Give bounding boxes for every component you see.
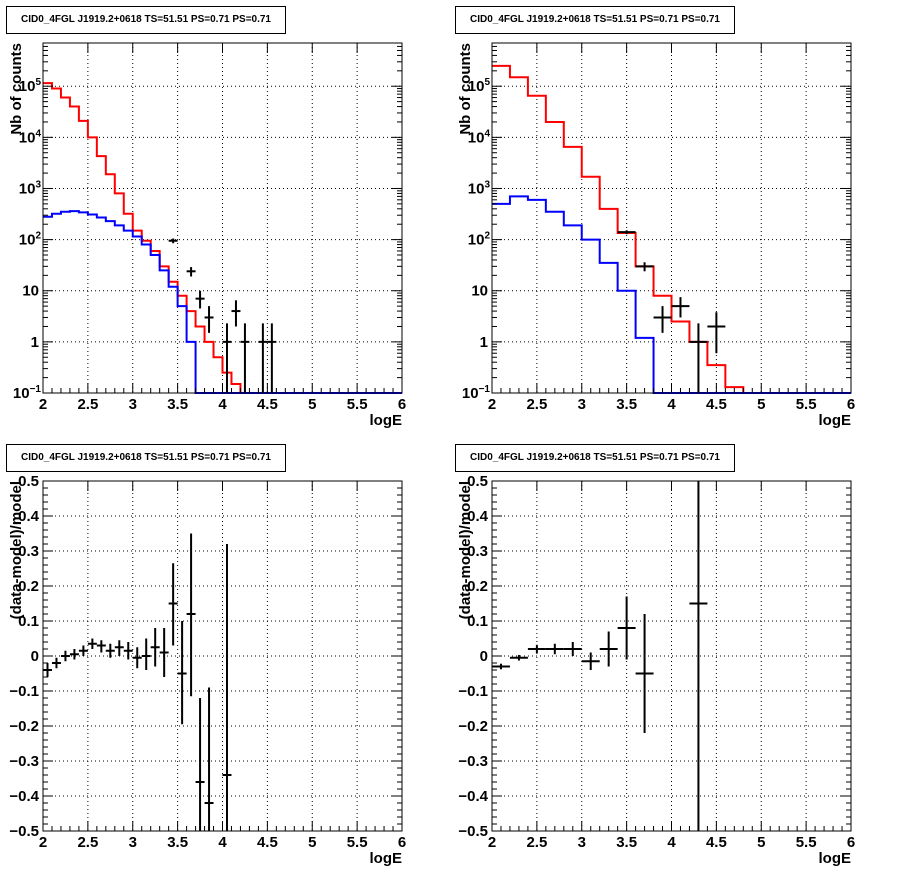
chart-svg: 2 2.5 3 3.5 4 4.5 5 5.5 6 10−1 1 10 102 103 104 105 logE… — [8, 42, 406, 429]
y-tick-label: 105 — [19, 77, 42, 95]
y-tick-label: −0.2 — [458, 718, 488, 735]
x-tick-label: 4.5 — [706, 834, 727, 851]
x-tick-label: 6 — [847, 834, 855, 851]
y-axis-title: (data-model)/model — [8, 481, 25, 619]
y-axis-title: Nb of counts — [8, 43, 25, 135]
x-tick-label: 5.5 — [347, 834, 368, 851]
x-axis-title: logE — [370, 850, 403, 867]
x-tick-label: 3 — [129, 396, 137, 413]
x-tick-label: 4.5 — [706, 396, 727, 413]
y-tick-label: −0.1 — [458, 683, 488, 700]
x-tick-label: 2 — [488, 834, 496, 851]
x-tick-label: 3.5 — [167, 396, 188, 413]
x-tick-label: 2 — [39, 834, 47, 851]
x-tick-label: 3 — [578, 396, 586, 413]
x-tick-label: 3 — [578, 834, 586, 851]
x-tick-label: 6 — [398, 396, 406, 413]
y-tick-label: −0.5 — [458, 823, 488, 840]
x-axis-title: logE — [819, 412, 852, 429]
y-axis-title: (data-model)/model — [457, 481, 474, 619]
x-tick-label: 4 — [667, 834, 676, 851]
y-tick-label: 103 — [19, 179, 42, 197]
y-tick-label: 0.2 — [467, 578, 488, 595]
x-axis-title: logE — [819, 850, 852, 867]
y-tick-label: 10−1 — [13, 384, 42, 402]
x-tick-label: 3.5 — [616, 396, 637, 413]
x-tick-label: 4.5 — [257, 396, 278, 413]
y-tick-label: 102 — [19, 231, 42, 249]
chart-svg: 2 2.5 3 3.5 4 4.5 5 5.5 6 −0.5 −0.4 −0.3 −0.2 −0.1 0 0.… — [8, 473, 406, 867]
chart-panel-top-left: CID0_4FGL J1919.2+0618 TS=51.51 PS=0.71 … — [0, 0, 449, 437]
y-tick-label: 105 — [468, 77, 491, 95]
chart-panel-top-right: CID0_4FGL J1919.2+0618 TS=51.51 PS=0.71 … — [449, 0, 898, 437]
y-tick-label: −0.4 — [9, 788, 39, 805]
x-tick-label: 2 — [488, 396, 496, 413]
y-tick-label: 0 — [480, 648, 488, 665]
y-tick-label: 10−1 — [462, 384, 491, 402]
y-tick-label: 1 — [480, 334, 488, 351]
x-tick-label: 5 — [308, 834, 316, 851]
x-tick-label: 5.5 — [796, 834, 817, 851]
y-tick-label: 0.5 — [467, 473, 488, 490]
x-tick-label: 5.5 — [347, 396, 368, 413]
x-tick-label: 4.5 — [257, 834, 278, 851]
y-tick-label: 10 — [22, 283, 39, 300]
y-tick-label: 103 — [468, 179, 491, 197]
y-tick-label: 0.2 — [18, 578, 39, 595]
x-tick-label: 6 — [847, 396, 855, 413]
y-tick-label: 0.5 — [18, 473, 39, 490]
chart-svg: 2 2.5 3 3.5 4 4.5 5 5.5 6 10−1 1 10 102 103 104 105 logE… — [457, 42, 855, 429]
chart-panel-bottom-right: CID0_4FGL J1919.2+0618 TS=51.51 PS=0.71 … — [449, 438, 898, 875]
x-tick-label: 3 — [129, 834, 137, 851]
x-tick-label: 2.5 — [77, 396, 98, 413]
chart-title: CID0_4FGL J1919.2+0618 TS=51.51 PS=0.71 … — [6, 6, 286, 34]
y-tick-label: 0.1 — [467, 613, 488, 630]
y-tick-label: −0.3 — [9, 753, 39, 770]
y-tick-label: −0.1 — [9, 683, 39, 700]
y-tick-label: 0.4 — [467, 508, 489, 525]
histogram-series — [43, 82, 402, 394]
y-axis-title: Nb of counts — [457, 43, 474, 135]
y-tick-label: −0.3 — [458, 753, 488, 770]
x-tick-label: 2 — [39, 396, 47, 413]
y-tick-label: 0 — [31, 648, 39, 665]
x-tick-label: 2.5 — [77, 834, 98, 851]
chart-svg: 2 2.5 3 3.5 4 4.5 5 5.5 6 −0.5 −0.4 −0.3 −0.2 −0.1 0 0.… — [457, 473, 855, 867]
y-tick-label: −0.5 — [9, 823, 39, 840]
y-tick-label: −0.2 — [9, 718, 39, 735]
x-tick-label: 6 — [398, 834, 406, 851]
x-tick-label: 2.5 — [526, 834, 547, 851]
x-tick-label: 2.5 — [526, 396, 547, 413]
x-axis-title: logE — [370, 412, 403, 429]
chart-title: CID0_4FGL J1919.2+0618 TS=51.51 PS=0.71 … — [455, 444, 735, 472]
x-tick-label: 5.5 — [796, 396, 817, 413]
y-tick-label: 0.3 — [18, 543, 39, 560]
x-tick-label: 4 — [218, 834, 227, 851]
y-tick-label: 102 — [468, 231, 491, 249]
y-tick-label: 0.1 — [18, 613, 39, 630]
x-tick-label: 3.5 — [167, 834, 188, 851]
x-tick-label: 5 — [757, 834, 765, 851]
chart-panel-bottom-left: CID0_4FGL J1919.2+0618 TS=51.51 PS=0.71 … — [0, 438, 449, 875]
y-tick-label: −0.4 — [458, 788, 488, 805]
chart-title: CID0_4FGL J1919.2+0618 TS=51.51 PS=0.71 … — [6, 444, 286, 472]
y-tick-label: 104 — [468, 128, 491, 146]
x-tick-label: 5 — [308, 396, 316, 413]
x-tick-label: 4 — [218, 396, 227, 413]
chart-title: CID0_4FGL J1919.2+0618 TS=51.51 PS=0.71 … — [455, 6, 735, 34]
y-tick-label: 10 — [471, 283, 488, 300]
x-tick-label: 5 — [757, 396, 765, 413]
x-tick-label: 4 — [667, 396, 676, 413]
y-tick-label: 104 — [19, 128, 42, 146]
y-tick-label: 1 — [31, 334, 39, 351]
y-tick-label: 0.4 — [18, 508, 40, 525]
y-tick-label: 0.3 — [467, 543, 488, 560]
x-tick-label: 3.5 — [616, 834, 637, 851]
